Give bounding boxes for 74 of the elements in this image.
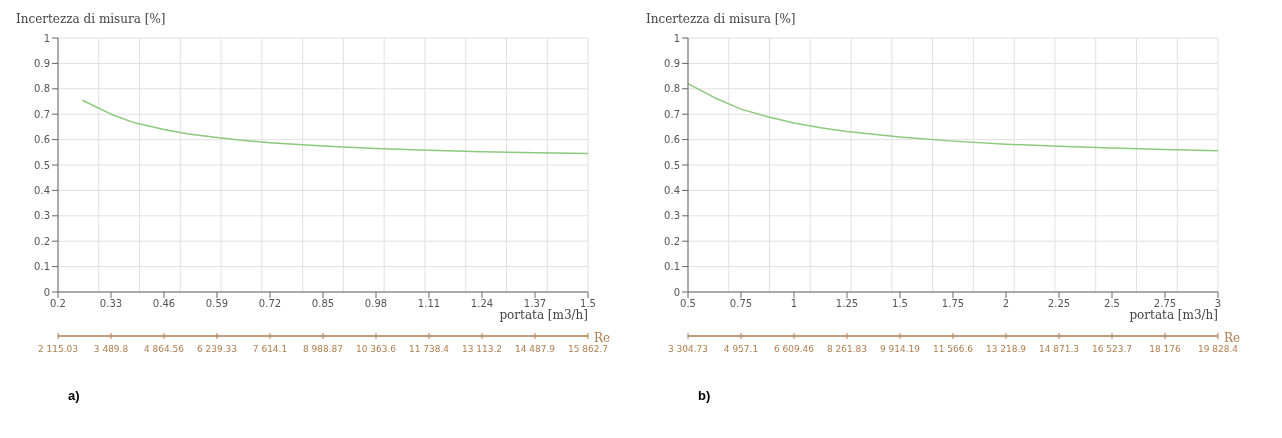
x-tick-label: 1.25 [835,298,859,310]
x-tick-label: 1.75 [941,298,965,310]
x-tick-label: 0.75 [729,298,753,310]
y-tick-label: 1 [43,32,50,44]
y-tick-label: 0.2 [664,235,680,247]
line-series [688,82,1218,152]
x-tick-label: 0.85 [311,298,335,310]
x2-tick-label: 7 614.1 [252,344,288,354]
y-tick-label: 0.2 [34,235,50,247]
y-tick-label: 0.3 [34,210,50,222]
x-tick-label: 0.59 [205,298,229,310]
x2-tick-label: 19 828.4 [1197,344,1239,354]
text: b) [698,388,711,403]
x-tick-label: 0.98 [364,298,388,310]
y-tick-label: 0.8 [664,83,680,95]
x2-tick-label: 10 363.6 [355,344,397,354]
x2-tick-label: 13 218.9 [985,344,1027,354]
y-tick-label: 0.6 [664,134,680,146]
x-tick-label: 2.75 [1153,298,1177,310]
x2-tick-label: 3 304.73 [667,344,709,354]
y-tick-label: 1 [673,32,680,44]
x2-tick-label: 15 862.7 [567,344,609,354]
y-tick-label: 0.1 [34,261,50,273]
x-tick-label: 1 [790,298,798,310]
x2-axis-title: Re [594,331,611,345]
x2-tick-label: 6 609.46 [773,344,815,354]
x2-tick-label: 14 871.3 [1038,344,1080,354]
x2-tick-label: 6 239.33 [196,344,238,354]
x-tick-label: 3 [1214,298,1222,310]
x2-tick-label: 16 523.7 [1091,344,1133,354]
x2-tick-label: 4 957.1 [723,344,759,354]
x-tick-label: 0.33 [99,298,123,310]
x-tick-label: 2 [1002,298,1010,310]
x-tick-label: 2.5 [1104,298,1120,310]
x-tick-label: 1.5 [892,298,908,310]
x-tick-label: 1.24 [470,298,494,310]
y-tick-label: 0.4 [664,184,680,196]
y-tick-label: 0.1 [664,261,680,273]
y-tick-label: 0 [43,286,50,298]
x-tick-label: 0.72 [258,298,282,310]
x-tick-label: 1.5 [580,298,596,310]
y-tick-label: 0.9 [664,57,680,69]
text: a) [68,388,80,403]
x2-tick-label: 11 566.6 [932,344,974,354]
x2-tick-label: 13 113.2 [461,344,503,354]
x2-tick-label: 4 864.56 [143,344,185,354]
y-tick-label: 0.8 [34,83,50,95]
y-tick-label: 0.3 [664,210,680,222]
y-tick-label: 0.7 [34,108,50,120]
x-tick-label: 2.25 [1047,298,1071,310]
y-tick-label: 0.4 [34,184,50,196]
y-tick-label: 0.5 [664,159,680,171]
x2-tick-label: 14 487.9 [514,344,556,354]
y-tick-label: 0.5 [34,159,50,171]
y-tick-label: 0.7 [664,108,680,120]
x2-tick-label: 2 115.03 [37,344,79,354]
y-tick-label: 0.6 [34,134,50,146]
y-axis-title: Incertezza di misura [%] [16,12,166,26]
x2-tick-label: 3 489.8 [93,344,129,354]
x-tick-label: 1.37 [523,298,547,310]
y-tick-label: 0 [673,286,680,298]
y-tick-label: 0.9 [34,57,50,69]
x2-tick-label: 18 176 [1149,344,1182,354]
x2-tick-label: 9 914.19 [879,344,921,354]
x2-tick-label: 11 738.4 [408,344,450,354]
x-axis-title: portata [m3/h] [1129,308,1218,322]
x-tick-label: 1.11 [417,298,441,310]
x2-axis-title: Re [1224,331,1241,345]
x2-tick-label: 8 988.87 [302,344,344,354]
x-axis-title: portata [m3/h] [499,308,588,322]
x-tick-label: 0.46 [152,298,176,310]
x2-tick-label: 8 261.83 [826,344,868,354]
y-axis-title: Incertezza di misura [%] [646,12,796,26]
line-series [81,99,588,155]
